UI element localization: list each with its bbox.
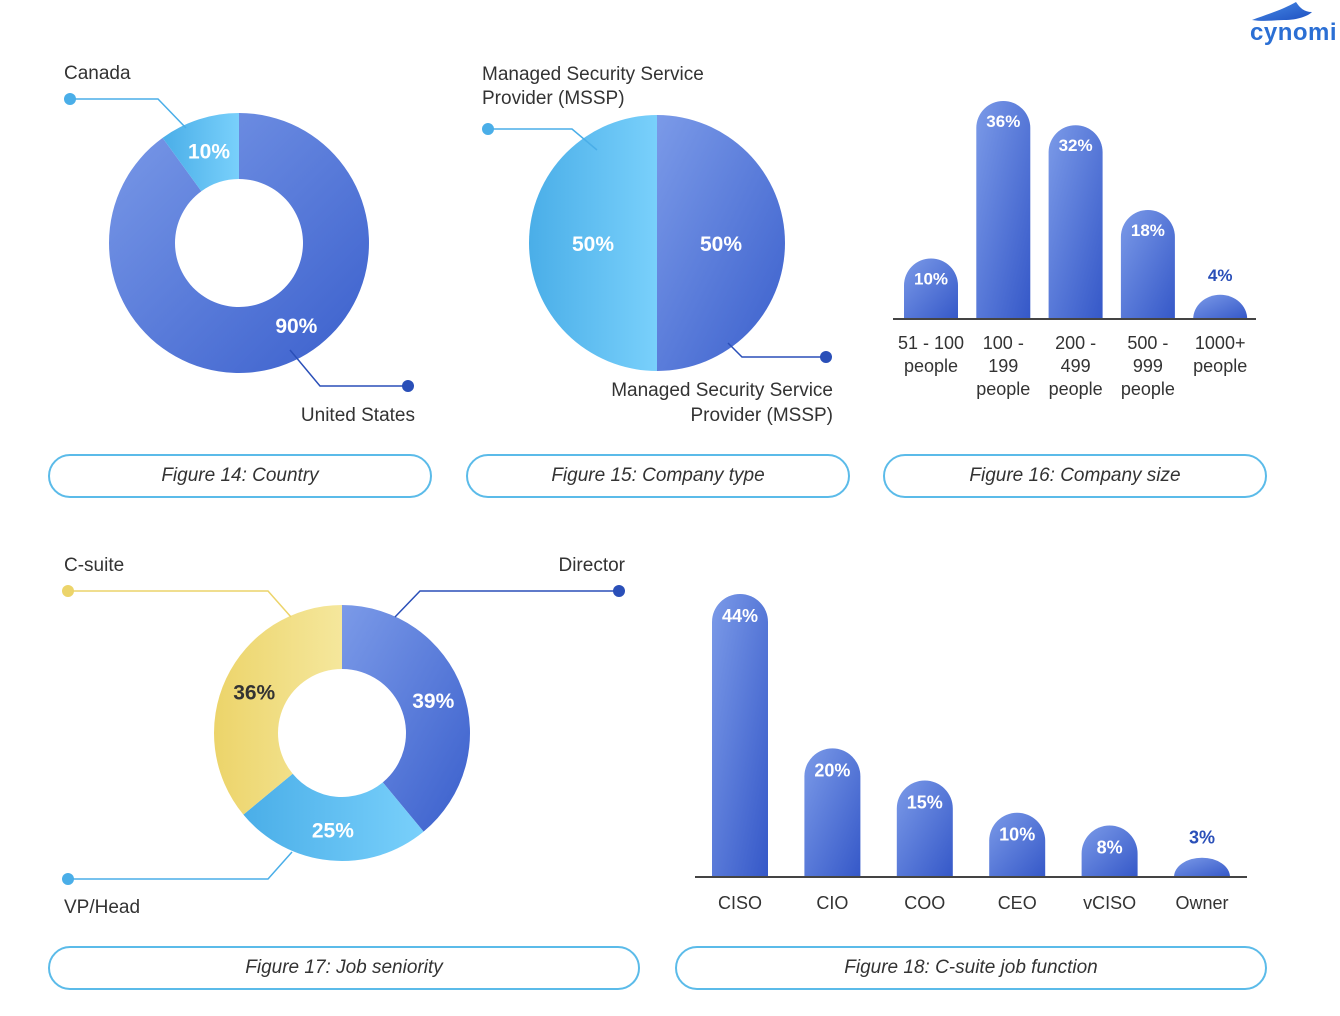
category-label-top-line1: Managed Security Service — [482, 64, 704, 85]
caption-figure-16: Figure 16: Company size — [883, 454, 1267, 498]
caption-figure-18: Figure 18: C-suite job function — [675, 946, 1267, 990]
bar-company-size-0 — [904, 258, 958, 319]
tick-label-0-line0: 51 - 100 — [898, 333, 964, 353]
slice-label-right: 50% — [700, 233, 742, 256]
slice-label-c-suite: 36% — [233, 682, 275, 705]
bar-value-label-function-2: 15% — [907, 793, 943, 813]
bar-value-label-4: 4% — [1208, 266, 1233, 285]
bar-value-label-3: 18% — [1131, 221, 1165, 240]
donut-slice-director — [342, 605, 470, 832]
tick-label-1-line2: people — [976, 379, 1030, 399]
slice-label-canada: 10% — [188, 141, 230, 164]
caption-figure-15: Figure 15: Company type — [466, 454, 850, 498]
category-label-director: Director — [558, 555, 625, 576]
leader-c-suite-line — [68, 590, 292, 618]
slice-label-left: 50% — [572, 233, 614, 256]
bar-company-size-1 — [976, 100, 1031, 319]
bar-value-label-function-4: 8% — [1097, 838, 1123, 858]
bar-value-label-0: 10% — [914, 269, 948, 288]
tick-label-function-5: Owner — [1175, 893, 1228, 913]
category-label-canada: Canada — [64, 63, 131, 84]
category-label-united-states: United States — [301, 405, 415, 426]
category-label-top-line2: Provider (MSSP) — [482, 88, 625, 109]
donut-slice-vp-head — [243, 773, 424, 861]
leader-canada-dot — [64, 93, 76, 105]
tick-label-3-line2: people — [1121, 379, 1175, 399]
tick-label-2-line0: 200 - — [1055, 333, 1096, 353]
slice-label-united-states: 90% — [275, 315, 317, 338]
brand-name: cynomi — [1250, 19, 1338, 46]
bar-value-label-function-5: 3% — [1189, 828, 1215, 848]
leader-c-suite-dot — [62, 585, 74, 597]
tick-label-function-1: CIO — [816, 893, 848, 913]
tick-label-function-4: vCISO — [1083, 893, 1136, 913]
bar-value-label-function-3: 10% — [999, 825, 1035, 845]
leader-bottom-dot — [820, 351, 832, 363]
leader-vp-head-dot — [62, 873, 74, 885]
leader-top-line — [488, 128, 598, 151]
leader-united-states-line — [289, 349, 408, 387]
leader-united-states-dot — [402, 380, 414, 392]
bar-company-size-2 — [1048, 125, 1103, 319]
category-label-c-suite: C-suite — [64, 555, 124, 576]
leader-vp-head-line — [68, 851, 293, 880]
category-label-bottom-line1: Managed Security Service — [611, 380, 833, 401]
tick-label-0-line1: people — [904, 356, 958, 376]
leader-top-dot — [482, 123, 494, 135]
tick-label-1-line0: 100 - — [983, 333, 1024, 353]
pie-slice-mssp-right — [657, 115, 785, 371]
tick-label-2-line1: 499 — [1061, 356, 1091, 376]
tick-label-3-line1: 999 — [1133, 356, 1163, 376]
bar-job-function-0 — [712, 594, 768, 877]
pie-slice-mssp-left — [529, 115, 657, 371]
bar-company-size-3 — [1120, 210, 1175, 319]
tick-label-4-line0: 1000+ — [1195, 333, 1246, 353]
bar-job-function-5 — [1174, 857, 1230, 877]
slice-label-vp-head: 25% — [312, 820, 354, 843]
bar-value-label-function-0: 44% — [722, 606, 758, 626]
tick-label-function-2: COO — [904, 893, 945, 913]
donut-slice-c-suite — [214, 605, 342, 815]
bar-value-label-function-1: 20% — [814, 760, 850, 780]
tick-label-3-line0: 500 - — [1127, 333, 1168, 353]
bar-job-function-2 — [896, 780, 953, 877]
leader-canada-line — [70, 98, 187, 129]
bar-job-function-3 — [989, 812, 1046, 877]
tick-label-function-3: CEO — [998, 893, 1037, 913]
caption-figure-14: Figure 14: Country — [48, 454, 432, 498]
cynomi-logo-icon — [1252, 2, 1312, 21]
tick-label-1-line1: 199 — [988, 356, 1018, 376]
bar-value-label-1: 36% — [986, 112, 1020, 131]
caption-figure-17: Figure 17: Job seniority — [48, 946, 640, 990]
category-label-bottom-line2: Provider (MSSP) — [690, 405, 833, 426]
bar-job-function-1 — [804, 748, 861, 877]
tick-label-4-line1: people — [1193, 356, 1247, 376]
tick-label-function-0: CISO — [718, 893, 762, 913]
bar-company-size-4 — [1193, 294, 1248, 319]
category-label-vp-head: VP/Head — [64, 897, 140, 918]
bar-value-label-2: 32% — [1059, 136, 1093, 155]
slice-label-director: 39% — [412, 690, 454, 713]
leader-director-dot — [613, 585, 625, 597]
donut-slice-united-states — [109, 113, 369, 373]
tick-label-2-line2: people — [1049, 379, 1103, 399]
leader-director-line — [394, 590, 619, 618]
leader-bottom-line — [727, 342, 826, 358]
bar-job-function-4 — [1081, 825, 1138, 877]
donut-slice-canada — [162, 113, 239, 192]
